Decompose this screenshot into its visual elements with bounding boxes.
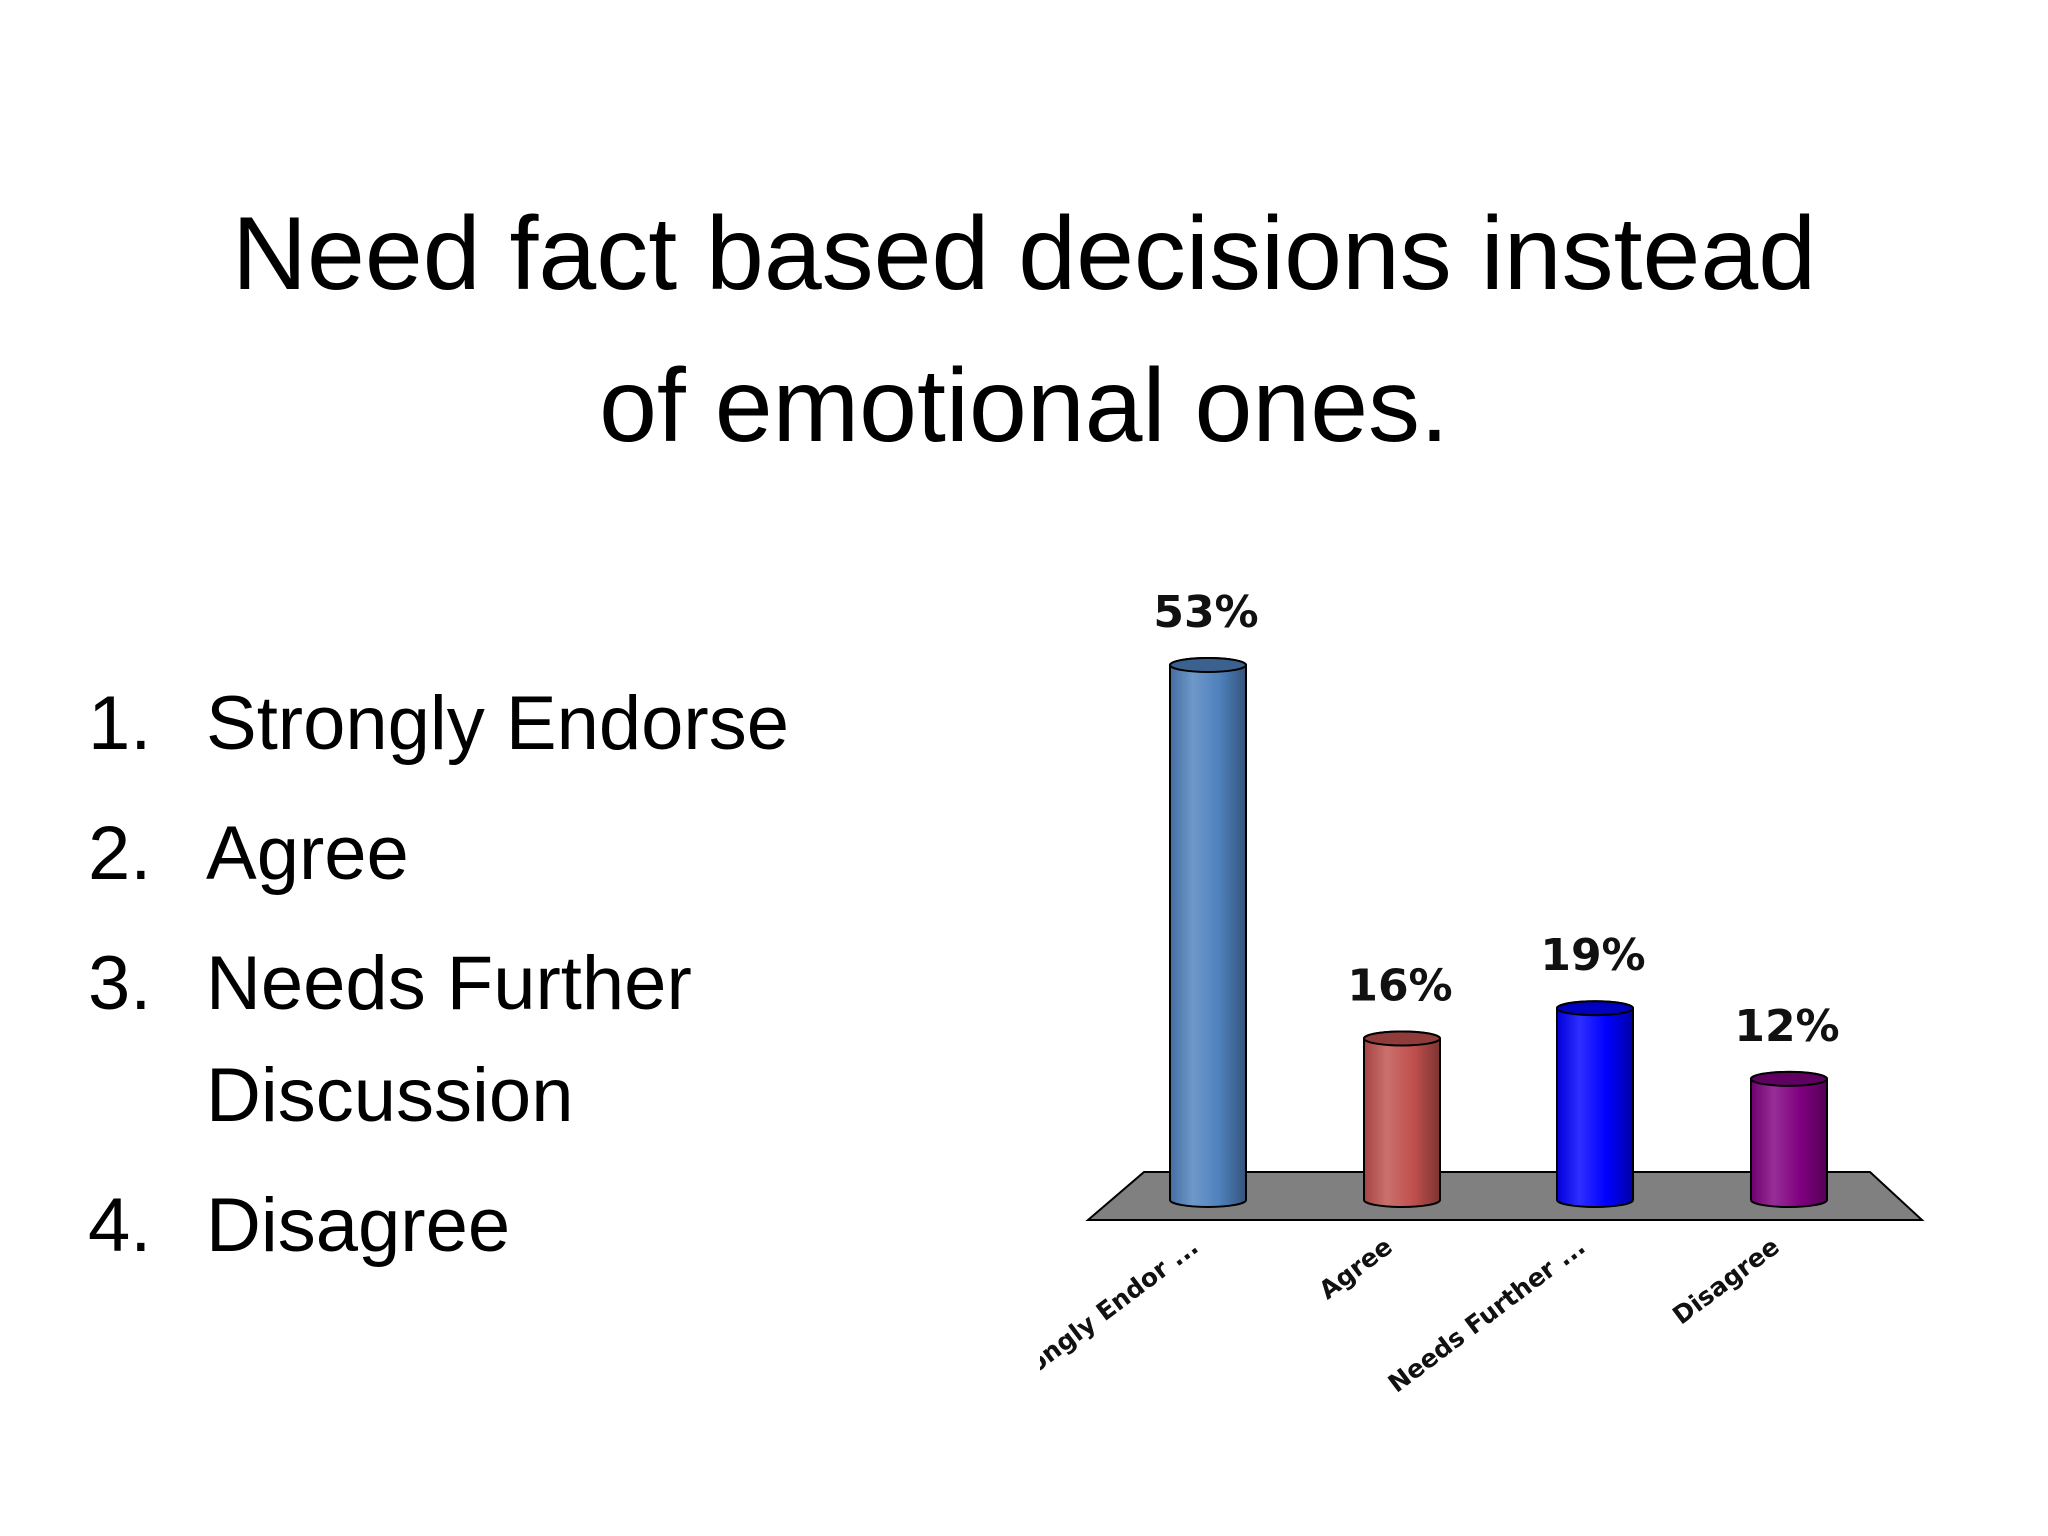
data-label-2: 16% bbox=[1347, 960, 1452, 1011]
slide-title-line-2: of emotional ones. bbox=[599, 347, 1449, 464]
bar-top bbox=[1556, 1000, 1634, 1017]
option-number: 3. bbox=[88, 941, 152, 1026]
option-label: Disagree bbox=[206, 1183, 511, 1268]
x-tick-label-1: Strongly Endor ... bbox=[1040, 1232, 1204, 1405]
answer-option: 4. Disagree bbox=[88, 1170, 908, 1282]
x-tick-label-2: Agree bbox=[1313, 1232, 1397, 1305]
data-label-4: 12% bbox=[1734, 1001, 1839, 1052]
slide-title: Need fact based decisions instead of emo… bbox=[100, 178, 1948, 482]
option-number: 4. bbox=[88, 1183, 152, 1268]
x-tick-label-4: Disagree bbox=[1667, 1232, 1784, 1331]
bar-top bbox=[1750, 1070, 1828, 1087]
slide-title-line-1: Need fact based decisions instead bbox=[231, 195, 1817, 312]
option-label: Needs Further Discussion bbox=[206, 941, 692, 1138]
bar-body bbox=[1363, 1030, 1441, 1208]
bar-top bbox=[1169, 657, 1247, 673]
bar-body bbox=[1556, 1000, 1634, 1208]
bar-1 bbox=[1169, 657, 1247, 1208]
x-tick-label-3: Needs Further ... bbox=[1383, 1232, 1591, 1399]
answer-option: 3. Needs Further Discussion bbox=[88, 928, 908, 1152]
bar-chart: 53% Strongly Endor ... 16% Agree 19% Needs Fu… bbox=[1040, 587, 1925, 1405]
bar-4 bbox=[1750, 1070, 1828, 1208]
bar-3 bbox=[1556, 1000, 1634, 1208]
bar-body bbox=[1750, 1070, 1828, 1208]
option-number: 2. bbox=[88, 811, 152, 896]
bar-top bbox=[1363, 1030, 1441, 1047]
bar-body bbox=[1169, 657, 1247, 1208]
option-number: 1. bbox=[88, 681, 152, 766]
bar-2 bbox=[1363, 1030, 1441, 1208]
chart-floor bbox=[1085, 1171, 1925, 1221]
answer-option: 1. Strongly Endorse bbox=[88, 668, 908, 780]
answer-options-list: 1. Strongly Endorse 2. Agree 3. Needs Fu… bbox=[88, 668, 908, 1300]
option-label: Agree bbox=[206, 811, 409, 896]
answer-option: 2. Agree bbox=[88, 798, 908, 910]
data-label-1: 53% bbox=[1153, 587, 1258, 638]
option-label: Strongly Endorse bbox=[206, 681, 789, 766]
data-label-3: 19% bbox=[1540, 930, 1645, 981]
